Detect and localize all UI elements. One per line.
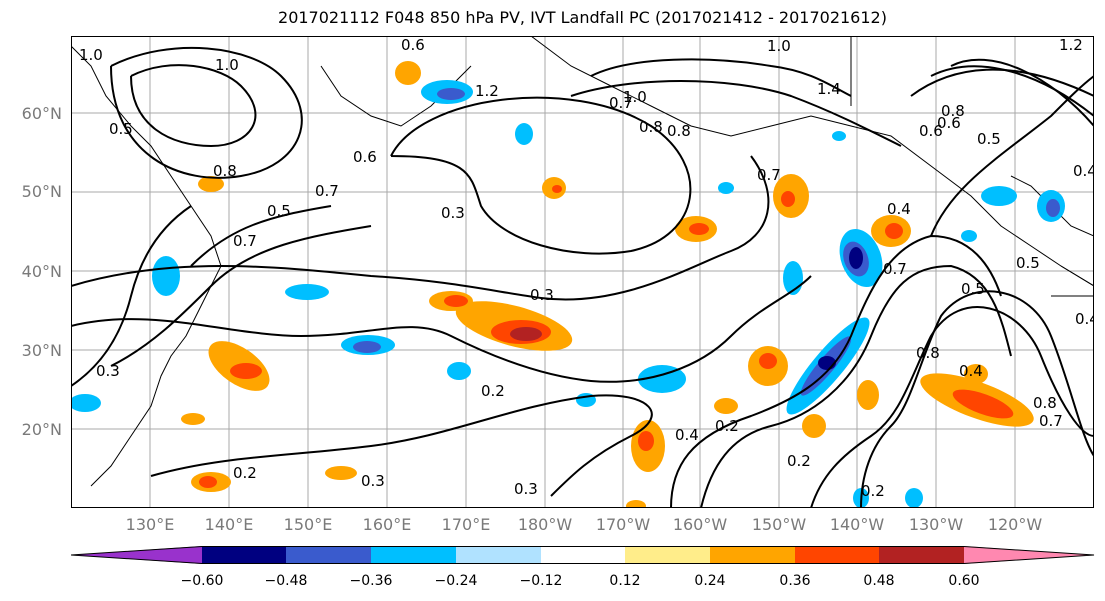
contour-label: 1.4 — [817, 80, 841, 98]
lon-label-140w: 140°W — [829, 515, 885, 534]
lon-label-160e: 160°E — [362, 515, 412, 534]
map-frame — [71, 36, 1094, 508]
contour-label: 0.3 — [96, 362, 120, 380]
lon-label-130w: 130°W — [908, 515, 964, 534]
contour-label: 1.0 — [79, 46, 103, 64]
pv-anomaly-shading — [71, 61, 1065, 508]
contour-label: 0.6 — [937, 114, 961, 132]
contour-label: 0.2 — [861, 482, 885, 500]
colorbar-tick: −0.48 — [264, 573, 308, 589]
lon-label-120w: 120°W — [987, 515, 1043, 534]
contour-label: 0.7 — [315, 182, 339, 200]
colorbar-segment — [371, 546, 456, 564]
contour-label: 0.4 — [1073, 162, 1094, 180]
lat-label-20: 20°N — [21, 420, 62, 439]
pv-contours — [71, 46, 1094, 508]
contour-labels: 1.0 1.0 0.6 1.0 1.0 1.4 0.5 1.2 0.7 0.8 … — [79, 36, 1094, 500]
contour-label: 0.8 — [639, 118, 663, 136]
lat-label-60: 60°N — [21, 104, 62, 123]
contour-label: 0.7 — [883, 260, 907, 278]
contour-label: 0.5 — [977, 130, 1001, 148]
colorbar-segment — [286, 546, 371, 564]
colorbar-segment — [625, 546, 710, 564]
contour-label: 1.0 — [623, 88, 647, 106]
contour-label: 0.8 — [213, 162, 237, 180]
contour-label: 0.8 — [916, 344, 940, 362]
lat-label-30: 30°N — [21, 341, 62, 360]
colorbar-tick: 0.48 — [863, 573, 895, 589]
lon-label-150e: 150°E — [283, 515, 333, 534]
colorbar-segment — [202, 546, 286, 564]
contour-label: 0.3 — [361, 472, 385, 490]
contour-label: 0.6 — [401, 36, 425, 54]
lon-label-150w: 150°W — [751, 515, 807, 534]
contour-label: 1.0 — [215, 56, 239, 74]
contour-label: 0.3 — [514, 480, 538, 498]
colorbar-segment — [541, 546, 625, 564]
contour-label: 1.0 — [767, 37, 791, 55]
lon-label-170e: 170°E — [441, 515, 491, 534]
contour-label: 0.5 — [1016, 254, 1040, 272]
contour-label: 0.5 — [109, 120, 133, 138]
lon-label-130e: 130°E — [125, 515, 175, 534]
colorbar-tick: 0.24 — [694, 573, 726, 589]
contour-label: 0.3 — [441, 204, 465, 222]
contour-label: 0.4 — [887, 200, 911, 218]
contour-label: 0.5 — [267, 202, 291, 220]
lat-label-40: 40°N — [21, 262, 62, 281]
contour-label: 0.6 — [919, 122, 943, 140]
colorbar-segment — [879, 546, 964, 564]
colorbar-tick: −0.60 — [180, 573, 224, 589]
contour-label: 0.7 — [757, 166, 781, 184]
contour-label: 0.8 — [667, 122, 691, 140]
contour-label: 0.7 — [233, 232, 257, 250]
lon-label-170w: 170°W — [595, 515, 651, 534]
lon-label-180w: 180°W — [517, 515, 573, 534]
lon-label-140e: 140°E — [204, 515, 254, 534]
contour-label: 0.4 — [959, 362, 983, 380]
lat-label-50: 50°N — [21, 182, 62, 201]
colorbar — [71, 546, 1095, 564]
contour-label: 0.6 — [353, 148, 377, 166]
colorbar-tick: −0.36 — [349, 573, 393, 589]
colorbar-tick: −0.24 — [434, 573, 478, 589]
colorbar-tick: 0.36 — [779, 573, 811, 589]
contour-label: 1.2 — [475, 82, 499, 100]
colorbar-max-extension — [964, 546, 1095, 564]
colorbar-min-extension — [71, 546, 202, 564]
colorbar-segment — [795, 546, 879, 564]
map-title: 2017021112 F048 850 hPa PV, IVT Landfall… — [278, 8, 887, 27]
contour-label: 0.7 — [1039, 412, 1063, 430]
colorbar-tick: −0.12 — [519, 573, 563, 589]
colorbar-segment — [456, 546, 541, 564]
contour-label: 0.7 — [609, 94, 633, 112]
colorbar-tick: 0.60 — [948, 573, 980, 589]
colorbar-tick: 0.12 — [609, 573, 641, 589]
map-panel: 1.0 1.0 0.6 1.0 1.0 1.4 0.5 1.2 0.7 0.8 … — [71, 36, 1094, 508]
contour-label: 0.4 — [1075, 310, 1094, 328]
contour-label: 0.2 — [233, 464, 257, 482]
lon-label-160w: 160°W — [672, 515, 728, 534]
colorbar-segment — [710, 546, 795, 564]
contour-label: 0.2 — [715, 417, 739, 435]
contour-label: 0.5 — [961, 280, 985, 298]
contour-label: 0.8 — [1033, 394, 1057, 412]
contour-label: 0.2 — [481, 382, 505, 400]
contour-label: 0.3 — [530, 286, 554, 304]
contour-label: 0.2 — [787, 452, 811, 470]
contour-label: 0.4 — [675, 426, 699, 444]
contour-label: 1.2 — [1059, 36, 1083, 54]
contour-label: 0.8 — [941, 102, 965, 120]
